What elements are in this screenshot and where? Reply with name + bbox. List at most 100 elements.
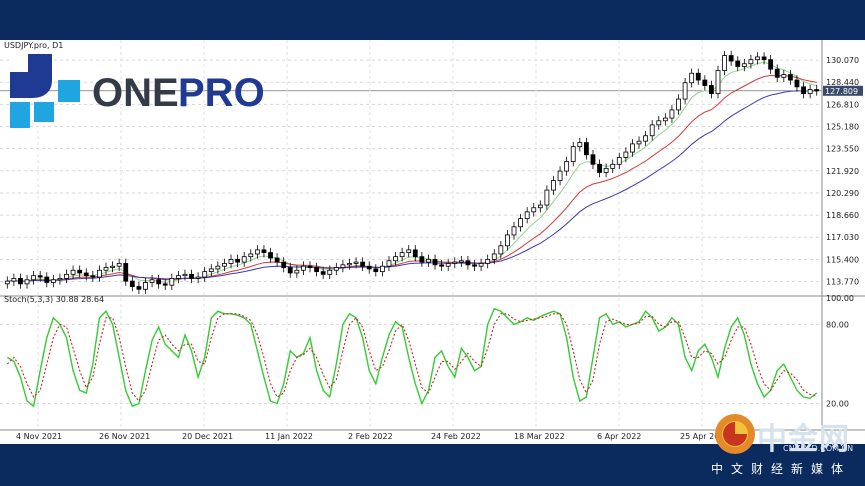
ma-slow-line — [7, 90, 817, 282]
candle-body — [419, 256, 425, 263]
candle-body — [235, 258, 241, 263]
candle-body — [761, 56, 767, 61]
candle-body — [340, 264, 346, 268]
price-tick-label: 130.070 — [826, 56, 859, 65]
candle-body — [241, 256, 247, 263]
candle-body — [774, 68, 780, 78]
candle-body — [465, 260, 471, 266]
price-tick-label: 117.030 — [826, 233, 859, 242]
candle-body — [498, 245, 504, 255]
candle-body — [261, 249, 267, 253]
candle-body — [551, 180, 556, 191]
candles — [4, 50, 820, 295]
candle-body — [373, 268, 379, 273]
candle-body — [202, 271, 208, 278]
candle-body — [281, 261, 287, 268]
price-tick-label: 123.550 — [826, 145, 859, 154]
onepro-logo: ONE PRO — [10, 54, 265, 128]
candle-body — [537, 204, 543, 209]
price-tick-label: 126.810 — [826, 100, 859, 109]
brand-domain: CNGOLD.COM.CN — [783, 444, 854, 453]
time-tick-label: 4 Nov 2021 — [16, 432, 62, 441]
axes: 130.070 128.440 126.810 125.180 123.550 121.9… — [16, 56, 863, 441]
stochastic-oscillator — [6, 307, 818, 408]
price-tick-label: 120.290 — [826, 189, 859, 198]
candle-body — [31, 275, 37, 281]
candle-body — [307, 265, 313, 268]
candle-body — [143, 282, 148, 290]
chart-frame: 130.070 128.440 126.810 125.180 123.550 121.9… — [0, 40, 865, 444]
candle-body — [472, 264, 477, 267]
candle-body — [748, 59, 754, 65]
candle-body — [24, 279, 30, 285]
candle-body — [432, 258, 438, 266]
candle-body — [669, 109, 675, 119]
candle-body — [583, 142, 589, 156]
candle-body — [294, 269, 300, 274]
candle-body — [616, 157, 622, 165]
candle-body — [412, 249, 418, 258]
candle-body — [636, 140, 642, 145]
indicator-label: Stoch(5,3,3) 30.88 28.64 — [4, 295, 104, 304]
candle-body — [702, 79, 708, 86]
candle-body — [162, 283, 168, 286]
time-tick-label: 25 Apr 2022 — [680, 432, 729, 441]
candle-body — [511, 226, 517, 236]
candle-body — [228, 258, 234, 264]
candle-body — [136, 286, 142, 290]
candle-body — [452, 261, 458, 264]
candle-body — [129, 280, 135, 287]
candle-body — [787, 74, 793, 81]
candle-body — [301, 265, 306, 271]
candle-body — [577, 142, 583, 148]
candle-body — [426, 258, 431, 263]
time-tick-label: 20 Dec 2021 — [182, 432, 233, 441]
candle-body — [215, 265, 221, 270]
stoch-main-line — [6, 307, 818, 408]
candle-body — [807, 89, 813, 95]
brand-tagline: 中文财经新媒体 — [711, 462, 852, 476]
candle-body — [722, 55, 727, 71]
candle-body — [103, 267, 109, 271]
price-tick-label: 125.180 — [826, 123, 859, 132]
candle-body — [149, 279, 155, 283]
candle-body — [643, 135, 649, 142]
candle-body — [386, 260, 392, 267]
candle-body — [11, 278, 17, 282]
candle-body — [649, 124, 655, 137]
candle-body — [222, 263, 227, 267]
candle-body — [458, 260, 464, 263]
moving-averages — [7, 61, 817, 284]
candle-body — [544, 189, 550, 206]
candle-body — [570, 146, 576, 162]
time-tick-label: 26 Nov 2021 — [99, 432, 150, 441]
candle-body — [768, 59, 774, 70]
candle-body — [254, 249, 260, 255]
candle-body — [393, 256, 398, 262]
candle-body — [557, 170, 563, 181]
candle-body — [735, 60, 741, 67]
current-price-label: 127.809 — [825, 87, 858, 96]
candle-body — [182, 273, 188, 277]
logo-text-pro: PRO — [178, 71, 265, 115]
candle-body — [77, 269, 83, 274]
candle-body — [623, 151, 629, 158]
candle-body — [320, 271, 326, 275]
candle-body — [662, 117, 668, 122]
price-chart: 130.070 128.440 126.810 125.180 123.550 121.9… — [0, 40, 865, 441]
candle-body — [630, 143, 635, 153]
candle-body — [656, 120, 662, 126]
candle-body — [676, 98, 681, 111]
candle-body — [728, 55, 734, 62]
candle-body — [366, 265, 372, 270]
candle-body — [518, 218, 523, 228]
candle-body — [314, 267, 319, 273]
candle-body — [333, 267, 339, 271]
logo-text-one: ONE — [92, 71, 179, 115]
candle-body — [610, 163, 616, 169]
candle-body — [478, 263, 484, 267]
candle-body — [597, 163, 602, 173]
candle-body — [505, 234, 510, 247]
candle-body — [189, 273, 194, 279]
candle-body — [360, 261, 366, 267]
